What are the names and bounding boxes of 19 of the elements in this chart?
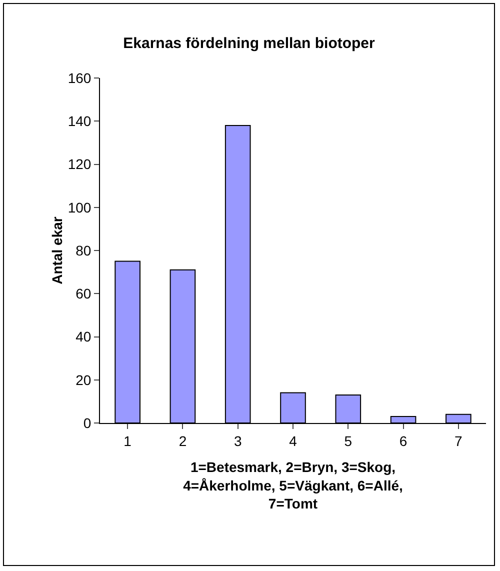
x-tick-label: 2 — [178, 432, 187, 449]
y-tick-label: 160 — [68, 70, 92, 86]
x-tick-label: 4 — [289, 432, 298, 449]
x-axis-title: 1=Betesmark, 2=Bryn, 3=Skog, 4=Åkerholme, 5=Vägkant, 6=Allé, 7=Tomt — [183, 459, 403, 512]
x-tick-label: 7 — [454, 432, 463, 449]
y-tick-label: 60 — [76, 286, 92, 302]
y-tick-label: 40 — [76, 328, 92, 345]
chart-title: Ekarnas fördelning mellan biotoper — [123, 35, 376, 52]
y-tick-label: 80 — [76, 242, 92, 258]
y-tick-label: 20 — [76, 372, 92, 388]
x-tick-label: 3 — [234, 432, 242, 449]
x-tick-label: 6 — [399, 432, 408, 449]
y-tick-label: 140 — [68, 113, 92, 130]
y-tick-label: 0 — [83, 414, 92, 431]
y-axis-title: Antal ekar — [49, 216, 65, 284]
y-tick-label: 120 — [68, 156, 92, 172]
y-tick-label: 100 — [68, 199, 92, 216]
x-tick-label: 1 — [124, 432, 132, 449]
x-tick-label: 5 — [344, 432, 352, 449]
